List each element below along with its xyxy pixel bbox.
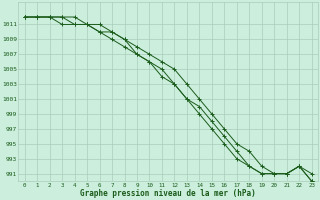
X-axis label: Graphe pression niveau de la mer (hPa): Graphe pression niveau de la mer (hPa)	[80, 189, 256, 198]
